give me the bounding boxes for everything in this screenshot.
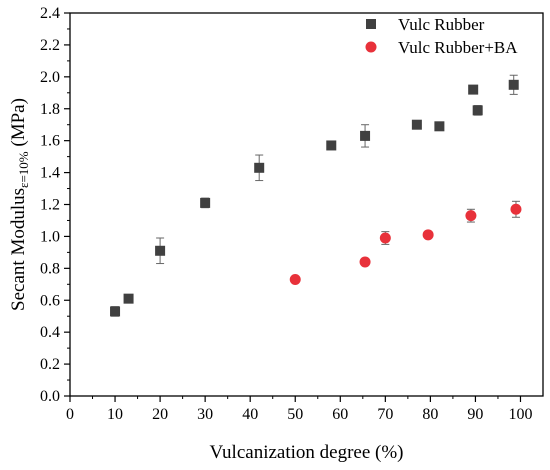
data-point-vulc-rubber bbox=[468, 84, 479, 95]
x-tick-label: 80 bbox=[422, 406, 438, 423]
x-tick-label: 40 bbox=[242, 406, 258, 423]
y-tick-label: 0.0 bbox=[40, 388, 60, 405]
data-point-vulc-rubber bbox=[360, 130, 371, 141]
y-tick-label: 1.6 bbox=[40, 133, 60, 150]
x-tick-label: 30 bbox=[197, 406, 213, 423]
y-tick-label: 0.2 bbox=[40, 356, 60, 373]
x-tick-label: 10 bbox=[107, 406, 123, 423]
data-point-vulc-rubber bbox=[472, 105, 483, 116]
data-point-vulc-rubber bbox=[155, 245, 166, 256]
y-tick-label: 2.4 bbox=[40, 5, 60, 22]
y-tick-label: 0.6 bbox=[40, 292, 60, 309]
legend-marker-vulc-rubber-ba bbox=[365, 41, 377, 53]
y-tick-label: 1.8 bbox=[40, 101, 60, 118]
data-point-vulc-rubber-ba bbox=[359, 256, 371, 268]
x-tick-label: 90 bbox=[467, 406, 483, 423]
y-tick-label: 1.0 bbox=[40, 228, 60, 245]
data-point-vulc-rubber bbox=[434, 121, 445, 132]
x-tick-label: 50 bbox=[287, 406, 303, 423]
x-tick-label: 70 bbox=[377, 406, 393, 423]
y-axis-title-subscript: ε=10% bbox=[16, 151, 31, 188]
legend: Vulc Rubber Vulc Rubber+BA bbox=[365, 15, 518, 57]
plot-frame bbox=[69, 12, 544, 397]
legend-label-vulc-rubber-ba: Vulc Rubber+BA bbox=[398, 38, 518, 57]
x-tick-label: 0 bbox=[66, 406, 74, 423]
legend-label-vulc-rubber: Vulc Rubber bbox=[398, 15, 485, 34]
y-tick-label: 1.4 bbox=[40, 165, 60, 182]
legend-marker-vulc-rubber bbox=[366, 19, 376, 29]
data-point-vulc-rubber bbox=[254, 162, 265, 173]
y-tick-label: 0.8 bbox=[40, 260, 60, 277]
data-point-vulc-rubber-ba bbox=[289, 274, 301, 286]
y-tick-label: 0.4 bbox=[40, 324, 60, 341]
x-tick-label: 100 bbox=[508, 406, 532, 423]
data-point-vulc-rubber bbox=[110, 306, 121, 317]
y-tick-label: 1.2 bbox=[40, 197, 60, 214]
data-point-vulc-rubber-ba bbox=[379, 232, 391, 244]
data-point-vulc-rubber bbox=[200, 197, 211, 208]
data-point-vulc-rubber-ba bbox=[465, 210, 477, 222]
x-axis-title: Vulcanization degree (%) bbox=[209, 442, 403, 463]
data-point-vulc-rubber bbox=[508, 79, 519, 90]
x-tick-label: 60 bbox=[332, 406, 348, 423]
data-point-vulc-rubber bbox=[411, 119, 422, 130]
data-point-vulc-rubber-ba bbox=[422, 229, 434, 241]
y-tick-label: 2.0 bbox=[40, 69, 60, 86]
data-point-vulc-rubber bbox=[326, 140, 337, 151]
data-point-vulc-rubber-ba bbox=[510, 203, 522, 215]
y-axis-title: Secant Modulusε=10% (MPa) bbox=[8, 98, 31, 311]
data-point-vulc-rubber bbox=[123, 293, 134, 304]
y-axis-title-unit: (MPa) bbox=[8, 98, 29, 151]
x-tick-label: 20 bbox=[152, 406, 168, 423]
y-axis-title-main: Secant Modulus bbox=[8, 188, 29, 311]
y-tick-label: 2.2 bbox=[40, 37, 60, 54]
